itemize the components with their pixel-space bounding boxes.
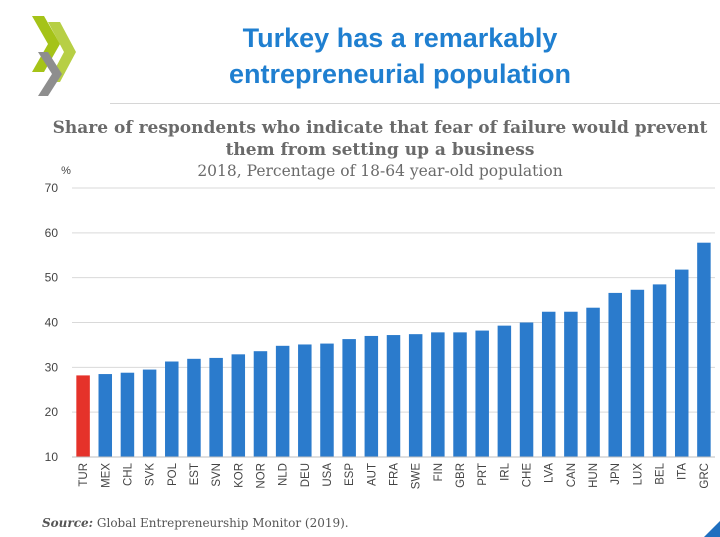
bar-lva <box>541 311 556 457</box>
bar-est <box>187 358 201 457</box>
bar-che <box>519 322 534 457</box>
title-line-2: entrepreneurial population <box>228 59 572 89</box>
bar-tur <box>76 375 90 457</box>
bar-esp <box>342 339 356 457</box>
x-tick-label: JPN <box>610 463 622 485</box>
bar-ita <box>674 269 689 457</box>
x-tick-label: POL <box>167 462 179 486</box>
x-tick-label: DEU <box>300 463 312 487</box>
x-tick-label: ESP <box>344 463 356 486</box>
bar-fra <box>386 335 401 457</box>
chart-title: Share of respondents who indicate that f… <box>52 118 708 160</box>
bar-svn <box>209 357 223 457</box>
bar-lux <box>630 289 645 457</box>
bar-nor <box>253 351 268 457</box>
bar-jpn <box>608 292 622 457</box>
bar-svk <box>142 369 157 457</box>
x-tick-label: PRT <box>477 463 489 486</box>
x-tick-label: IRL <box>499 462 511 481</box>
corner-decoration <box>704 521 720 537</box>
y-tick-label: 70 <box>45 181 59 195</box>
bar-aut <box>364 335 379 457</box>
bar-nld <box>275 345 290 457</box>
y-axis-label: % <box>61 165 71 177</box>
x-tick-label: AUT <box>366 463 378 486</box>
oecd-logo <box>32 16 76 96</box>
x-tick-label: BEL <box>655 462 667 484</box>
bar-bel <box>652 284 667 457</box>
x-tick-label: CHL <box>122 462 134 486</box>
slide-title: Turkey has a remarkably entrepreneurial … <box>110 20 690 92</box>
x-tick-label: LUX <box>632 463 644 486</box>
bar-deu <box>298 344 312 457</box>
bar-chl <box>120 372 135 457</box>
x-tick-label: KOR <box>233 463 245 488</box>
x-tick-label: CAN <box>566 463 578 487</box>
y-tick-label: 10 <box>45 450 59 464</box>
y-tick-label: 30 <box>45 360 59 374</box>
bar-swe <box>408 334 423 457</box>
x-tick-label: USA <box>322 463 334 487</box>
bar-grc <box>697 242 711 457</box>
x-tick-label: SWE <box>411 463 423 490</box>
chart-subtitle: 2018, Percentage of 18-64 year-old popul… <box>197 162 563 180</box>
bar-irl <box>497 325 512 457</box>
x-tick-label: CHE <box>522 463 534 488</box>
bar-fin <box>431 332 445 457</box>
y-tick-label: 50 <box>45 271 59 285</box>
x-tick-label: GBR <box>455 463 467 488</box>
x-tick-label: TUR <box>78 463 90 487</box>
x-tick-label: SVN <box>211 463 223 487</box>
bar-kor <box>231 354 246 457</box>
bar-gbr <box>453 332 467 457</box>
x-tick-label: FIN <box>433 463 445 482</box>
chart-title-block: Share of respondents who indicate that f… <box>40 117 720 181</box>
y-tick-label: 60 <box>45 226 59 240</box>
x-tick-label: FRA <box>389 463 401 486</box>
x-tick-label: NLD <box>278 463 290 486</box>
bar-usa <box>320 343 334 457</box>
bar-prt <box>475 330 489 457</box>
bar-pol <box>165 361 179 457</box>
title-divider <box>110 103 720 104</box>
title-line-1: Turkey has a remarkably <box>242 23 558 53</box>
bar-mex <box>98 374 113 457</box>
x-tick-label: NOR <box>255 463 267 489</box>
x-tick-label: ITA <box>677 463 689 480</box>
x-tick-label: GRC <box>699 463 711 489</box>
source-note: Source: Global Entrepreneurship Monitor … <box>42 516 349 530</box>
x-tick-label: EST <box>189 463 201 485</box>
x-tick-label: SVK <box>145 463 157 486</box>
y-tick-label: 40 <box>45 316 59 330</box>
bar-hun <box>586 307 600 457</box>
source-text: Global Entrepreneurship Monitor (2019). <box>93 516 349 530</box>
x-tick-label: LVA <box>544 463 556 483</box>
bar-can <box>564 311 578 457</box>
x-tick-label: MEX <box>100 463 112 488</box>
y-tick-label: 20 <box>45 405 59 419</box>
source-label: Source: <box>42 516 94 530</box>
x-tick-label: HUN <box>588 463 600 488</box>
